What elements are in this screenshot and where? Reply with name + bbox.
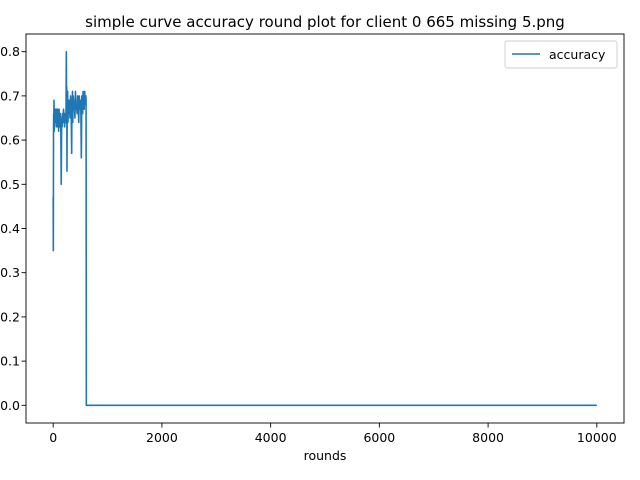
y-tick-label: 0.6 <box>0 133 20 148</box>
y-tick-label: 0.1 <box>0 354 20 369</box>
legend: accuracy <box>504 40 618 69</box>
y-tick-label: 0.0 <box>0 398 20 413</box>
series-line-accuracy <box>52 50 597 407</box>
x-tick-label: 0 <box>49 430 57 445</box>
x-axis-label: rounds <box>304 448 347 463</box>
y-tick-label: 0.4 <box>0 221 20 236</box>
y-tick-label: 0.7 <box>0 88 20 103</box>
y-tick-label: 0.2 <box>0 309 20 324</box>
x-tick-label: 2000 <box>146 430 178 445</box>
chart-title: simple curve accuracy round plot for cli… <box>85 13 565 31</box>
x-tick-label: 8000 <box>472 430 504 445</box>
x-tick-label: 10000 <box>577 430 617 445</box>
x-tick-label: 4000 <box>255 430 287 445</box>
x-axis-ticks: 0 2000 4000 6000 8000 10000 <box>49 423 617 445</box>
legend-box <box>504 40 618 69</box>
y-tick-label: 0.3 <box>0 265 20 280</box>
y-tick-label: 0.5 <box>0 177 20 192</box>
y-axis-ticks: 0.0 0.1 0.2 0.3 0.4 0.5 0.6 0.7 0.8 <box>0 44 26 413</box>
legend-label-accuracy: accuracy <box>549 47 606 62</box>
x-tick-label: 6000 <box>363 430 395 445</box>
y-tick-label: 0.8 <box>0 44 20 59</box>
